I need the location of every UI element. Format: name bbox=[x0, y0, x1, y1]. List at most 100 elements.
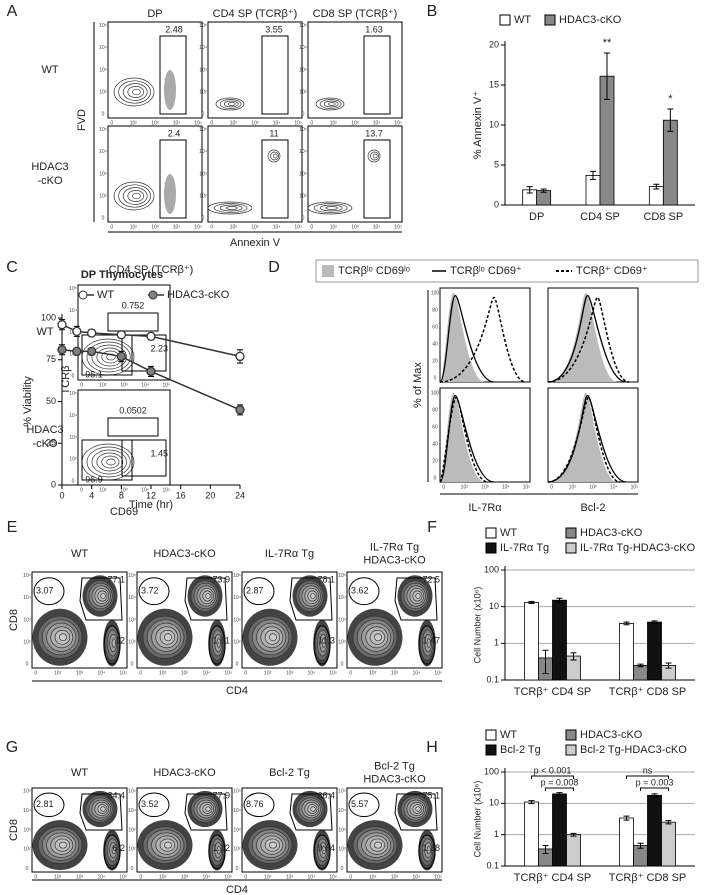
flow-tick-label: 10⁴ bbox=[299, 149, 307, 155]
flow-tick-label: 0 bbox=[310, 224, 313, 230]
plot-frame bbox=[241, 787, 338, 873]
y-tick-label: 5 bbox=[494, 159, 499, 169]
contour bbox=[202, 804, 213, 814]
contour bbox=[424, 842, 433, 859]
axis-label: Annexin V bbox=[230, 237, 281, 249]
flow-tick-label: 10⁴ bbox=[338, 595, 346, 601]
histogram-line bbox=[547, 396, 621, 483]
bar bbox=[524, 602, 539, 681]
gate bbox=[79, 577, 123, 621]
row-label: -cKO bbox=[32, 438, 58, 450]
contour bbox=[219, 99, 242, 109]
flow-tick-label: 10⁴ bbox=[141, 382, 149, 388]
contour bbox=[41, 829, 80, 861]
column-header: CD4 SP (TCRβ⁺) bbox=[213, 8, 298, 20]
flow-tick-label: 10² bbox=[130, 120, 138, 126]
flow-tick-label: 10⁵ bbox=[194, 224, 202, 230]
flow-tick-label: 10⁵ bbox=[69, 286, 77, 292]
annotation: p = 0.008 bbox=[541, 777, 579, 787]
contour bbox=[219, 204, 243, 212]
flow-tick-label: 10⁴ bbox=[233, 808, 241, 814]
gate bbox=[138, 792, 170, 818]
event-cloud bbox=[32, 608, 88, 666]
contour bbox=[127, 190, 145, 202]
plot-frame bbox=[107, 21, 203, 119]
flow-tick-label: 10³ bbox=[76, 670, 84, 676]
flow-tick-label: 10⁴ bbox=[69, 413, 77, 419]
flow-tick-label: 10² bbox=[264, 670, 272, 676]
point bbox=[87, 346, 97, 357]
gate-value: 5.57 bbox=[351, 799, 369, 809]
bar bbox=[566, 834, 581, 867]
contour bbox=[91, 449, 127, 475]
flow-tick-label: 10² bbox=[23, 639, 31, 645]
flow-tick-label: 10⁴ bbox=[338, 808, 346, 814]
flow-tick-label: 10² bbox=[299, 89, 307, 95]
legend-label: HDAC3-cKO bbox=[580, 527, 643, 539]
legend-label: HDAC3-cKO bbox=[580, 729, 643, 741]
gate bbox=[208, 834, 226, 870]
legend-label: WT bbox=[514, 14, 531, 26]
axis-label: CD4 bbox=[226, 884, 248, 895]
x-tick-label: TCRβ⁺ CD8 SP bbox=[609, 872, 687, 884]
histogram-line bbox=[439, 394, 495, 483]
panel-label: G bbox=[6, 739, 18, 756]
gate-value: 12 bbox=[115, 635, 125, 645]
contour bbox=[132, 192, 141, 200]
gate-value: 1.38 bbox=[422, 843, 440, 853]
legend-swatch bbox=[565, 542, 577, 554]
bar bbox=[633, 665, 648, 681]
flow-tick-label: 10² bbox=[199, 193, 207, 199]
flow-tick-label: 0 bbox=[202, 215, 205, 221]
error-bar bbox=[604, 52, 610, 100]
y-tick-label: 0 bbox=[51, 479, 56, 489]
hist-tick-label: 40 bbox=[432, 341, 438, 347]
x-tick-label: CD4 SP bbox=[580, 211, 620, 223]
flow-tick-label: 10² bbox=[99, 89, 107, 95]
flow-tick-label: 10² bbox=[461, 484, 469, 490]
gate bbox=[289, 793, 333, 831]
gate-value: 11.3 bbox=[318, 635, 335, 645]
flow-tick-label: 0 bbox=[341, 661, 344, 667]
contour bbox=[159, 629, 176, 645]
x-tick-label: 12 bbox=[146, 490, 156, 500]
contour bbox=[369, 629, 386, 645]
flow-tick-label: 0 bbox=[72, 479, 75, 485]
flow-tick-label: 10⁴ bbox=[273, 120, 281, 126]
y-tick-label: 1 bbox=[494, 638, 499, 648]
gate bbox=[33, 577, 65, 606]
y-tick-label: 10 bbox=[489, 601, 499, 611]
flow-tick-label: 10⁵ bbox=[294, 120, 302, 126]
flow-tick-label: 10³ bbox=[128, 827, 136, 833]
plot-frame bbox=[136, 571, 233, 669]
bar bbox=[619, 817, 634, 867]
flow-tick-label: 10⁴ bbox=[299, 45, 307, 51]
flow-tick-label: 10⁵ bbox=[329, 874, 337, 880]
flow-tick-label: 10⁵ bbox=[394, 224, 402, 230]
gate bbox=[394, 577, 438, 621]
flow-tick-label: 10² bbox=[369, 670, 377, 676]
contour bbox=[272, 153, 278, 159]
panel-title: DP Thymocytes bbox=[81, 269, 163, 281]
contour bbox=[251, 829, 290, 861]
y-tick-label: 0.1 bbox=[486, 860, 499, 870]
flow-tick-label: 10² bbox=[54, 670, 62, 676]
contour bbox=[264, 629, 281, 645]
contour bbox=[216, 638, 221, 648]
flow-tick-label: 10⁵ bbox=[631, 484, 639, 490]
contour bbox=[113, 181, 155, 211]
flow-tick-label: 10⁵ bbox=[434, 874, 442, 880]
contour bbox=[373, 841, 383, 849]
contour bbox=[97, 590, 108, 602]
error-bar bbox=[651, 620, 658, 624]
error-bar bbox=[540, 188, 547, 193]
flow-tick-label: 10³ bbox=[299, 67, 307, 73]
hist-tick-label: 100 bbox=[431, 291, 440, 297]
flow-tick-label: 0 bbox=[244, 874, 247, 880]
column-header: IL-7Rα Tg bbox=[265, 548, 314, 560]
contour bbox=[91, 344, 127, 370]
axis-label: % Annexin V⁺ bbox=[472, 91, 484, 159]
bar bbox=[647, 621, 662, 681]
contour bbox=[109, 634, 118, 653]
flow-tick-label: 10³ bbox=[120, 382, 128, 388]
